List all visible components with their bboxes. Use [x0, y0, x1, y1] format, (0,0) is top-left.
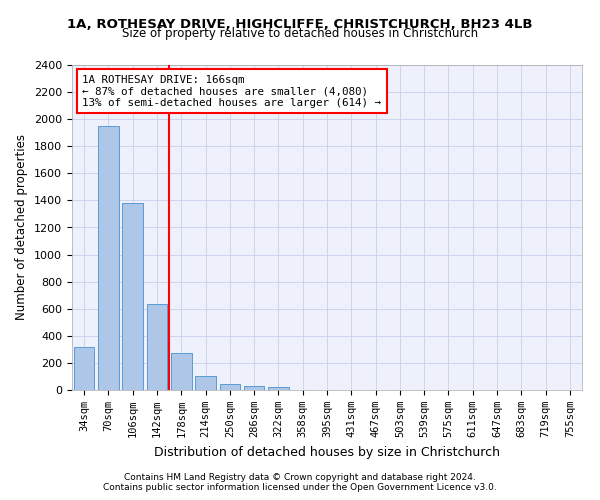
Text: Size of property relative to detached houses in Christchurch: Size of property relative to detached ho… — [122, 28, 478, 40]
Bar — [220, 384, 240, 390]
Text: Contains public sector information licensed under the Open Government Licence v3: Contains public sector information licen… — [103, 482, 497, 492]
Text: Contains HM Land Registry data © Crown copyright and database right 2024.: Contains HM Land Registry data © Crown c… — [124, 472, 476, 482]
Bar — [98, 126, 119, 390]
Bar — [244, 386, 265, 390]
Bar — [268, 387, 289, 390]
Bar — [146, 304, 167, 390]
Text: 1A, ROTHESAY DRIVE, HIGHCLIFFE, CHRISTCHURCH, BH23 4LB: 1A, ROTHESAY DRIVE, HIGHCLIFFE, CHRISTCH… — [67, 18, 533, 30]
Bar — [74, 348, 94, 390]
Text: 1A ROTHESAY DRIVE: 166sqm
← 87% of detached houses are smaller (4,080)
13% of se: 1A ROTHESAY DRIVE: 166sqm ← 87% of detac… — [82, 74, 381, 108]
Bar — [122, 203, 143, 390]
X-axis label: Distribution of detached houses by size in Christchurch: Distribution of detached houses by size … — [154, 446, 500, 458]
Bar — [195, 376, 216, 390]
Bar — [171, 354, 191, 390]
Y-axis label: Number of detached properties: Number of detached properties — [16, 134, 28, 320]
